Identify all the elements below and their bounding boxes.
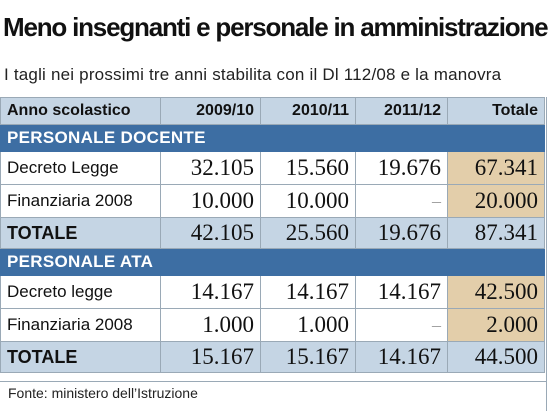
header-anno-scolastico: Anno scolastico <box>0 97 161 125</box>
total-2009-10: 42.105 <box>160 217 261 249</box>
source-note: Fonte: ministero dell’Istruzione <box>8 385 198 401</box>
right-border <box>546 97 547 411</box>
header-2010-11: 2010/11 <box>260 97 356 125</box>
cell-2009-10: 10.000 <box>160 184 261 218</box>
section-label: PERSONALE DOCENTE <box>0 124 545 152</box>
cell-totale: 42.500 <box>447 275 545 309</box>
cell-totale: 2.000 <box>447 308 545 342</box>
section-personale-ata: PERSONALE ATA <box>0 248 545 276</box>
cell-2011-12: 19.676 <box>355 151 448 185</box>
total-row: TOTALE 42.105 25.560 19.676 87.341 <box>0 217 545 249</box>
table-row: Decreto legge 14.167 14.167 14.167 42.50… <box>0 275 545 309</box>
cell-2011-12: 14.167 <box>355 275 448 309</box>
page-subtitle: I tagli nei prossimi tre anni stabilita … <box>4 65 502 84</box>
header-row: Anno scolastico 2009/10 2010/11 2011/12 … <box>0 97 545 125</box>
total-2009-10: 15.167 <box>160 341 261 373</box>
cell-2010-11: 10.000 <box>260 184 356 218</box>
cell-2011-12: – <box>355 308 448 342</box>
data-table: Anno scolastico 2009/10 2010/11 2011/12 … <box>0 97 545 373</box>
table-row: Finanziaria 2008 10.000 10.000 – 20.000 <box>0 184 545 218</box>
header-2009-10: 2009/10 <box>160 97 261 125</box>
page-title: Meno insegnanti e personale in amministr… <box>3 12 549 42</box>
table-row: Decreto Legge 32.105 15.560 19.676 67.34… <box>0 151 545 185</box>
cell-totale: 67.341 <box>447 151 545 185</box>
section-label: PERSONALE ATA <box>0 248 545 276</box>
row-label: Finanziaria 2008 <box>0 308 161 342</box>
header-2011-12: 2011/12 <box>355 97 448 125</box>
row-label: Decreto Legge <box>0 151 161 185</box>
section-personale-docente: PERSONALE DOCENTE <box>0 124 545 152</box>
cell-2009-10: 14.167 <box>160 275 261 309</box>
total-label: TOTALE <box>0 217 161 249</box>
cell-2009-10: 32.105 <box>160 151 261 185</box>
total-label: TOTALE <box>0 341 161 373</box>
cell-2010-11: 1.000 <box>260 308 356 342</box>
table-row: Finanziaria 2008 1.000 1.000 – 2.000 <box>0 308 545 342</box>
cell-2009-10: 1.000 <box>160 308 261 342</box>
total-2010-11: 15.167 <box>260 341 356 373</box>
header-totale: Totale <box>447 97 545 125</box>
cell-2010-11: 14.167 <box>260 275 356 309</box>
total-2010-11: 25.560 <box>260 217 356 249</box>
total-totale: 87.341 <box>447 217 545 249</box>
cell-totale: 20.000 <box>447 184 545 218</box>
total-row: TOTALE 15.167 15.167 14.167 44.500 <box>0 341 545 373</box>
cell-2011-12: – <box>355 184 448 218</box>
source-divider <box>0 381 546 382</box>
row-label: Finanziaria 2008 <box>0 184 161 218</box>
total-2011-12: 19.676 <box>355 217 448 249</box>
total-totale: 44.500 <box>447 341 545 373</box>
cell-2010-11: 15.560 <box>260 151 356 185</box>
row-label: Decreto legge <box>0 275 161 309</box>
total-2011-12: 14.167 <box>355 341 448 373</box>
